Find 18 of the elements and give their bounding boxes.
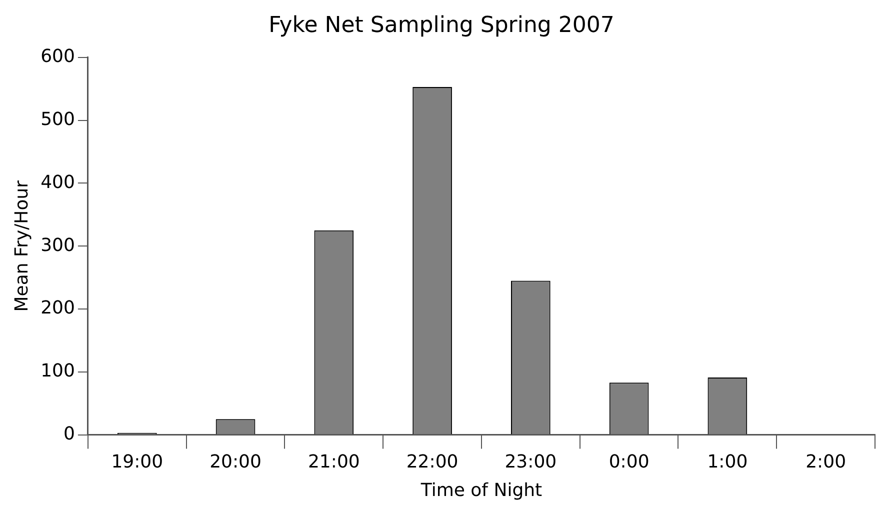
y-tick-label: 400 — [40, 172, 75, 193]
y-axis-title: Mean Fry/Hour — [11, 180, 32, 312]
y-tick-label: 200 — [40, 298, 75, 319]
x-tick-label: 20:00 — [210, 451, 262, 472]
x-tick-label: 23:00 — [504, 451, 557, 472]
chart-title: Fyke Net Sampling Spring 2007 — [268, 12, 614, 38]
x-tick-label: 19:00 — [111, 451, 164, 472]
y-tick-label: 600 — [40, 46, 75, 68]
x-tick-label: 1:00 — [707, 451, 748, 472]
x-tick-label: 0:00 — [608, 451, 650, 472]
y-tick-label: 0 — [64, 423, 75, 444]
x-tick-label: 22:00 — [406, 451, 458, 472]
y-tick-label: 300 — [40, 234, 75, 256]
x-axis-title: Time of Night — [420, 480, 542, 501]
x-tick-label: 2:00 — [806, 451, 846, 472]
x-tick-label: 21:00 — [308, 451, 360, 472]
y-tick-label: 500 — [40, 108, 75, 130]
y-tick-label: 100 — [40, 360, 75, 382]
